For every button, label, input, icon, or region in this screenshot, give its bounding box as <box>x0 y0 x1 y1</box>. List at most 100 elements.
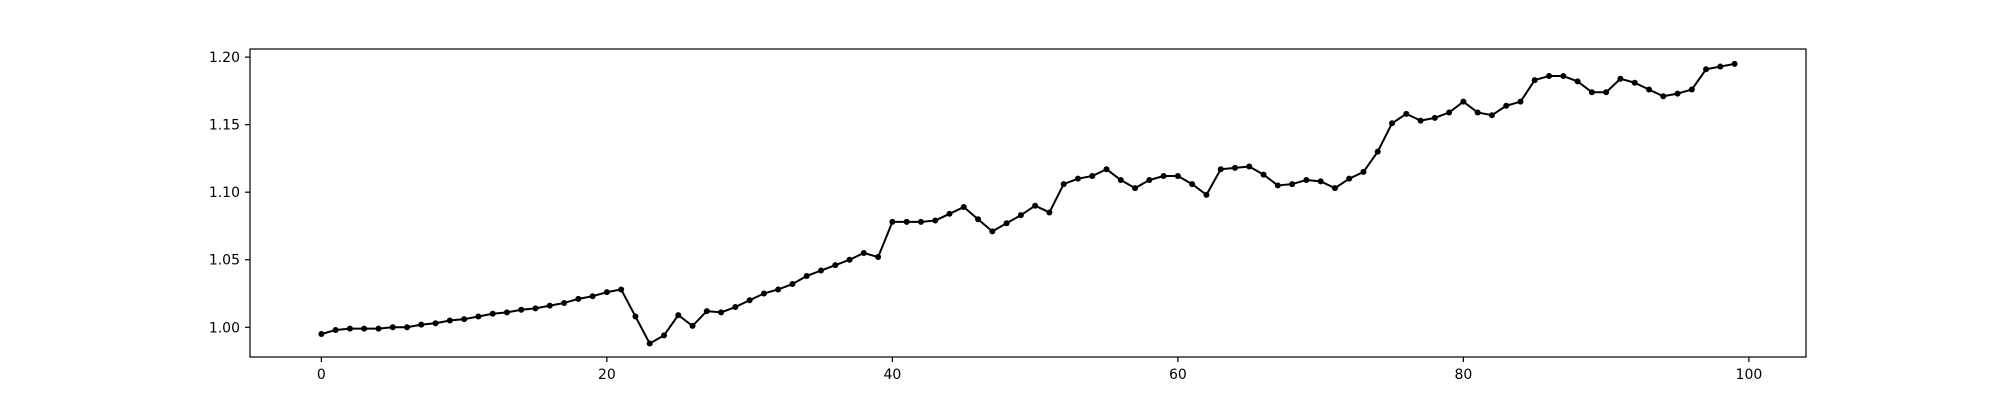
axes-layer: 0 20 40 60 80 100 1.00 1.05 1.10 1.15 1.20 <box>209 48 1807 383</box>
data-point <box>1046 209 1053 216</box>
data-point <box>832 262 839 269</box>
data-point <box>618 286 625 293</box>
data-point <box>1317 178 1324 185</box>
y-tick-label: 1.00 <box>209 320 240 336</box>
x-tick-label: 100 <box>1736 367 1763 383</box>
data-point <box>1132 185 1139 192</box>
data-point <box>1060 181 1067 188</box>
x-tick-label: 0 <box>317 367 326 383</box>
y-tick-label: 1.10 <box>209 185 240 201</box>
data-point <box>775 286 782 293</box>
data-point <box>903 218 910 225</box>
data-point <box>1160 172 1167 179</box>
data-point <box>361 325 368 332</box>
data-point <box>760 290 767 297</box>
data-point <box>1617 75 1624 82</box>
data-point <box>1631 79 1638 86</box>
data-point <box>1531 77 1538 84</box>
y-tick-label: 1.15 <box>209 118 240 134</box>
data-point <box>1660 93 1667 100</box>
plot-layer <box>318 60 1738 347</box>
data-point <box>1517 98 1524 105</box>
data-point <box>1331 185 1338 192</box>
data-point <box>561 299 568 306</box>
data-point <box>1417 117 1424 124</box>
series-line <box>320 62 1736 345</box>
data-point <box>1217 166 1224 173</box>
data-point <box>1403 110 1410 117</box>
data-point <box>732 304 739 311</box>
data-point <box>1717 63 1724 70</box>
data-point <box>889 218 896 225</box>
data-point <box>1274 182 1281 189</box>
data-point <box>1588 89 1595 96</box>
data-point <box>1360 168 1367 175</box>
y-tick-label: 1.05 <box>209 253 240 269</box>
data-point <box>875 254 882 261</box>
data-point <box>1146 177 1153 184</box>
data-point <box>1731 60 1738 67</box>
data-point <box>1017 212 1024 219</box>
data-point <box>1374 148 1381 155</box>
data-point <box>432 320 439 327</box>
data-point <box>446 317 453 324</box>
data-point <box>1446 109 1453 116</box>
x-tick-label: 60 <box>1169 367 1187 383</box>
data-point <box>1289 181 1296 188</box>
data-point <box>975 216 982 223</box>
data-point <box>489 310 496 317</box>
data-point <box>675 312 682 319</box>
data-point <box>1303 177 1310 184</box>
data-point <box>1117 177 1124 184</box>
data-point <box>1231 164 1238 171</box>
data-point <box>1460 98 1467 105</box>
data-point <box>418 321 425 328</box>
data-point <box>932 217 939 224</box>
data-point <box>689 322 696 329</box>
data-point <box>1603 89 1610 96</box>
data-point <box>546 302 553 309</box>
data-point <box>718 309 725 316</box>
data-point <box>1688 86 1695 93</box>
data-point <box>503 309 510 316</box>
y-tick-label: 1.20 <box>209 50 240 66</box>
data-point <box>603 289 610 296</box>
data-point <box>1103 166 1110 173</box>
data-point <box>1032 202 1039 209</box>
data-point <box>1074 175 1081 182</box>
data-point <box>660 332 667 339</box>
data-point <box>1003 220 1010 227</box>
data-point <box>1503 102 1510 109</box>
data-point <box>846 256 853 263</box>
data-point <box>1546 73 1553 80</box>
data-point <box>532 305 539 312</box>
data-point <box>461 316 468 323</box>
data-point <box>989 228 996 235</box>
data-point <box>375 325 382 332</box>
data-point <box>818 267 825 274</box>
data-point <box>1203 191 1210 198</box>
data-point <box>1260 171 1267 178</box>
data-point <box>1246 163 1253 170</box>
axes-frame <box>249 48 1807 358</box>
data-point <box>404 324 411 331</box>
data-point <box>646 340 653 347</box>
data-point <box>1431 114 1438 121</box>
data-point <box>1174 172 1181 179</box>
data-point <box>1089 172 1096 179</box>
data-point <box>703 308 710 315</box>
data-point <box>789 281 796 288</box>
data-point <box>1674 90 1681 97</box>
data-point <box>1474 109 1481 116</box>
data-point <box>1189 181 1196 188</box>
data-point <box>332 326 339 333</box>
data-point <box>803 272 810 279</box>
data-point <box>746 297 753 304</box>
data-point <box>1389 120 1396 127</box>
x-tick-label: 40 <box>883 367 901 383</box>
data-point <box>632 313 639 320</box>
x-tick-label: 80 <box>1454 367 1472 383</box>
data-point <box>475 313 482 320</box>
